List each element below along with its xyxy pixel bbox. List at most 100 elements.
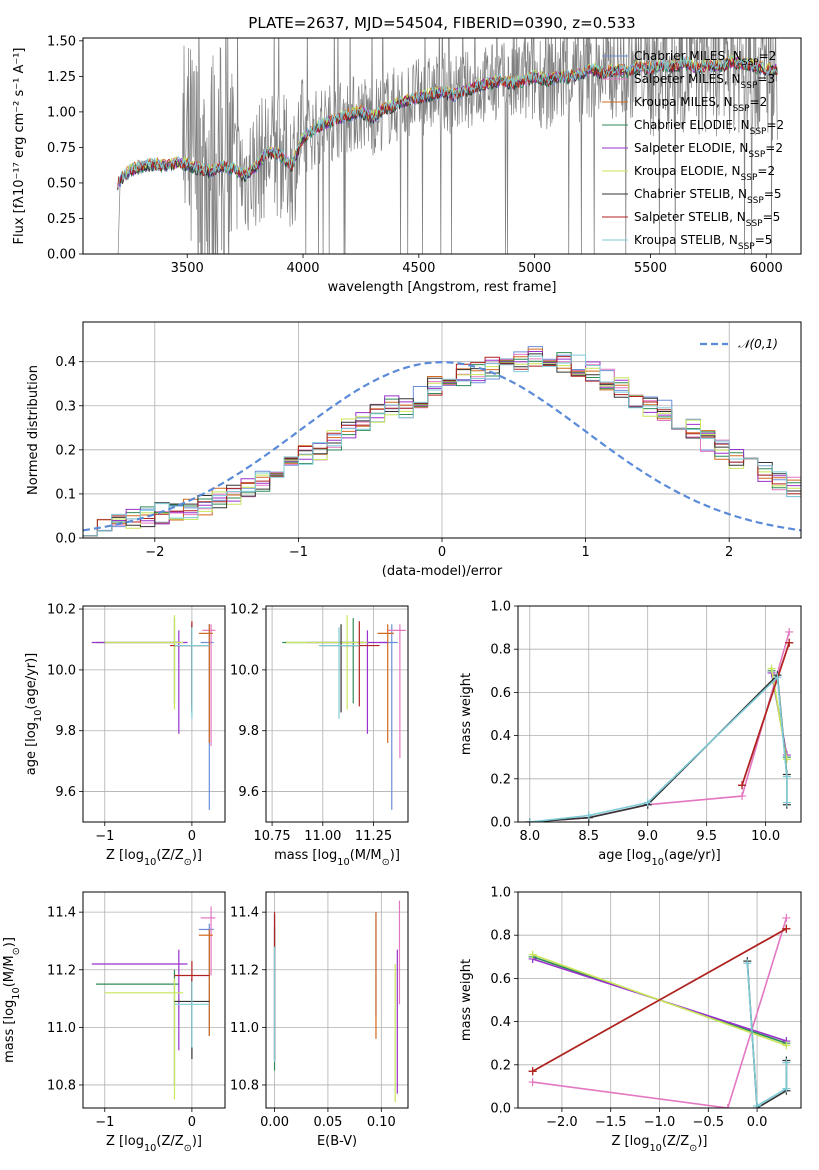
- errorbar-chabrier-miles: [200, 624, 214, 810]
- y-tick-label: 0.75: [47, 141, 76, 156]
- plot-area: [91, 615, 216, 810]
- series-marker: [767, 664, 776, 673]
- x-axis-label: Z [log10​(Z/Z⊙​)]: [106, 848, 202, 868]
- x-tick-label: 4500: [402, 261, 435, 276]
- y-axis-label: mass [log10​(M/M⊙​)]: [2, 937, 22, 1063]
- y-tick-label: 0.8: [490, 643, 511, 658]
- legend-entry-kroupa-stelib: Kroupa STELIB, NSSP​=5: [634, 233, 772, 252]
- histogram-kroupa-miles: [83, 348, 801, 537]
- errorbar-kroupa-miles: [198, 624, 213, 743]
- histogram-kroupa-stelib: [83, 354, 801, 537]
- histogram-chabrier-elodie: [83, 352, 801, 537]
- x-axis-label: (data-model)/error: [382, 564, 503, 579]
- series-marker: [738, 781, 747, 790]
- x-tick-label: 6000: [750, 261, 783, 276]
- data-spectrum: [117, 38, 778, 254]
- model-line-kroupa-stelib: [117, 55, 778, 188]
- y-axis-label: Normed distribution: [26, 365, 41, 495]
- x-tick-label: −0.5: [693, 1115, 725, 1130]
- x-tick-label: 4000: [286, 261, 319, 276]
- y-tick-label: 1.00: [47, 105, 76, 120]
- panel-spectrum: 3500 4000 4500 5000 5500 6000 0.00 0.25 0.50 0.75…: [12, 14, 802, 295]
- errorbar-kroupa-elodie: [286, 615, 368, 710]
- y-tick-label: 0.2: [490, 772, 511, 787]
- y-tick-label: 9.8: [238, 724, 259, 739]
- errorbar-kroupa-stelib: [318, 627, 360, 719]
- x-tick-label: 0.00: [260, 1115, 289, 1130]
- series-marker: [753, 1101, 762, 1108]
- x-tick-label: 5500: [634, 261, 667, 276]
- plot-area: [273, 900, 401, 1103]
- data-spectrum-edge: [117, 182, 121, 254]
- y-tick-label: 11.0: [47, 1021, 76, 1036]
- legend: Chabrier MILES, NSSP​=2 Salpeter MILES, N…: [602, 49, 784, 252]
- y-tick-label: 10.0: [230, 663, 259, 678]
- y-tick-label: 11.4: [230, 906, 259, 921]
- y-tick-label: 1.50: [47, 34, 76, 49]
- x-tick-label: 0.10: [367, 1115, 396, 1130]
- x-axis-label: Z [log10​(Z/Z⊙​)]: [106, 1134, 202, 1154]
- series-salpeter-miles: [525, 627, 794, 822]
- x-axis-label: age [log10​(age/yr)]: [598, 848, 721, 868]
- panel-massweight-vs-Z: −2.0 −1.5 −1.0 −0.5 0.0 0.0 0.2 0.4 0.6 0.8 1.0 Z […: [459, 886, 802, 1154]
- x-tick-label: 8.5: [578, 829, 599, 844]
- errorbar-kroupa-stelib: [174, 627, 210, 719]
- series-marker: [738, 792, 747, 801]
- y-tick-label: 0.6: [490, 686, 511, 701]
- y-tick-label: 10.2: [47, 603, 76, 618]
- legend-entry-salpeter-elodie: Salpeter ELODIE, NSSP​=2: [634, 141, 783, 160]
- series-kroupa-stelib: [525, 673, 791, 822]
- series-marker: [782, 772, 791, 781]
- series-kroupa-elodie: [767, 664, 791, 764]
- x-tick-label: 0.05: [313, 1115, 342, 1130]
- y-tick-label: 11.0: [230, 1021, 259, 1036]
- axes-frame: [82, 891, 226, 1109]
- x-tick-label: −1.0: [644, 1115, 676, 1130]
- y-tick-label: 0.1: [55, 487, 76, 502]
- x-tick-label: −1.5: [595, 1115, 627, 1130]
- series-line: [741, 642, 790, 786]
- y-tick-label: 0.4: [490, 729, 511, 744]
- x-tick-label: −2.0: [546, 1115, 578, 1130]
- series-marker: [525, 818, 534, 822]
- histogram-chabrier-stelib: [83, 353, 801, 537]
- x-tick-label: 9.5: [696, 829, 717, 844]
- x-tick-label: 2: [725, 545, 733, 560]
- series-line: [746, 963, 788, 1108]
- series-line: [529, 673, 788, 822]
- errorbar-salpeter-miles: [200, 906, 216, 976]
- y-tick-label: 9.6: [55, 785, 76, 800]
- errorbar-kroupa-elodie: [104, 615, 184, 710]
- plot-area: [525, 627, 794, 822]
- errorbar-kroupa-miles: [377, 624, 394, 743]
- x-tick-label: 11.00: [304, 829, 341, 844]
- y-tick-label: 0.4: [55, 355, 76, 370]
- series-marker: [785, 638, 794, 647]
- axes-frame: [82, 605, 226, 823]
- series-marker: [782, 1041, 791, 1050]
- x-tick-label: −1: [95, 1115, 114, 1130]
- y-tick-label: 1.0: [490, 600, 511, 615]
- plot-area: [117, 38, 778, 254]
- errorbar-salpeter-miles: [387, 624, 406, 759]
- y-tick-label: 9.6: [238, 785, 259, 800]
- axes-frame: [82, 321, 802, 539]
- series-marker: [773, 673, 782, 682]
- y-tick-label: 11.4: [47, 906, 76, 921]
- errorbar-kroupa-stelib: [174, 981, 210, 1048]
- x-axis-label: E(B-V): [317, 1134, 357, 1149]
- y-axis-label: Flux [fλ10⁻¹⁷ erg cm⁻² s⁻¹ A⁻¹]: [12, 48, 27, 245]
- x-tick-label: 3500: [171, 261, 204, 276]
- series-line: [532, 917, 788, 1108]
- series-marker: [782, 755, 791, 764]
- legend-entry-chabrier-miles: Chabrier MILES, NSSP​=2: [634, 49, 776, 68]
- legend-entry-normal: 𝒩(0,1): [738, 337, 778, 351]
- legend-entry-kroupa-elodie: Kroupa ELODIE, NSSP​=2: [634, 164, 775, 183]
- series-kroupa-stelib: [743, 959, 791, 1108]
- histogram-salpeter-elodie: [83, 351, 801, 537]
- series-marker: [528, 1078, 537, 1087]
- series-marker: [528, 1067, 537, 1076]
- y-axis-label: age [log10​(age/yr)]: [24, 653, 44, 776]
- histogram-chabrier-miles: [83, 346, 801, 537]
